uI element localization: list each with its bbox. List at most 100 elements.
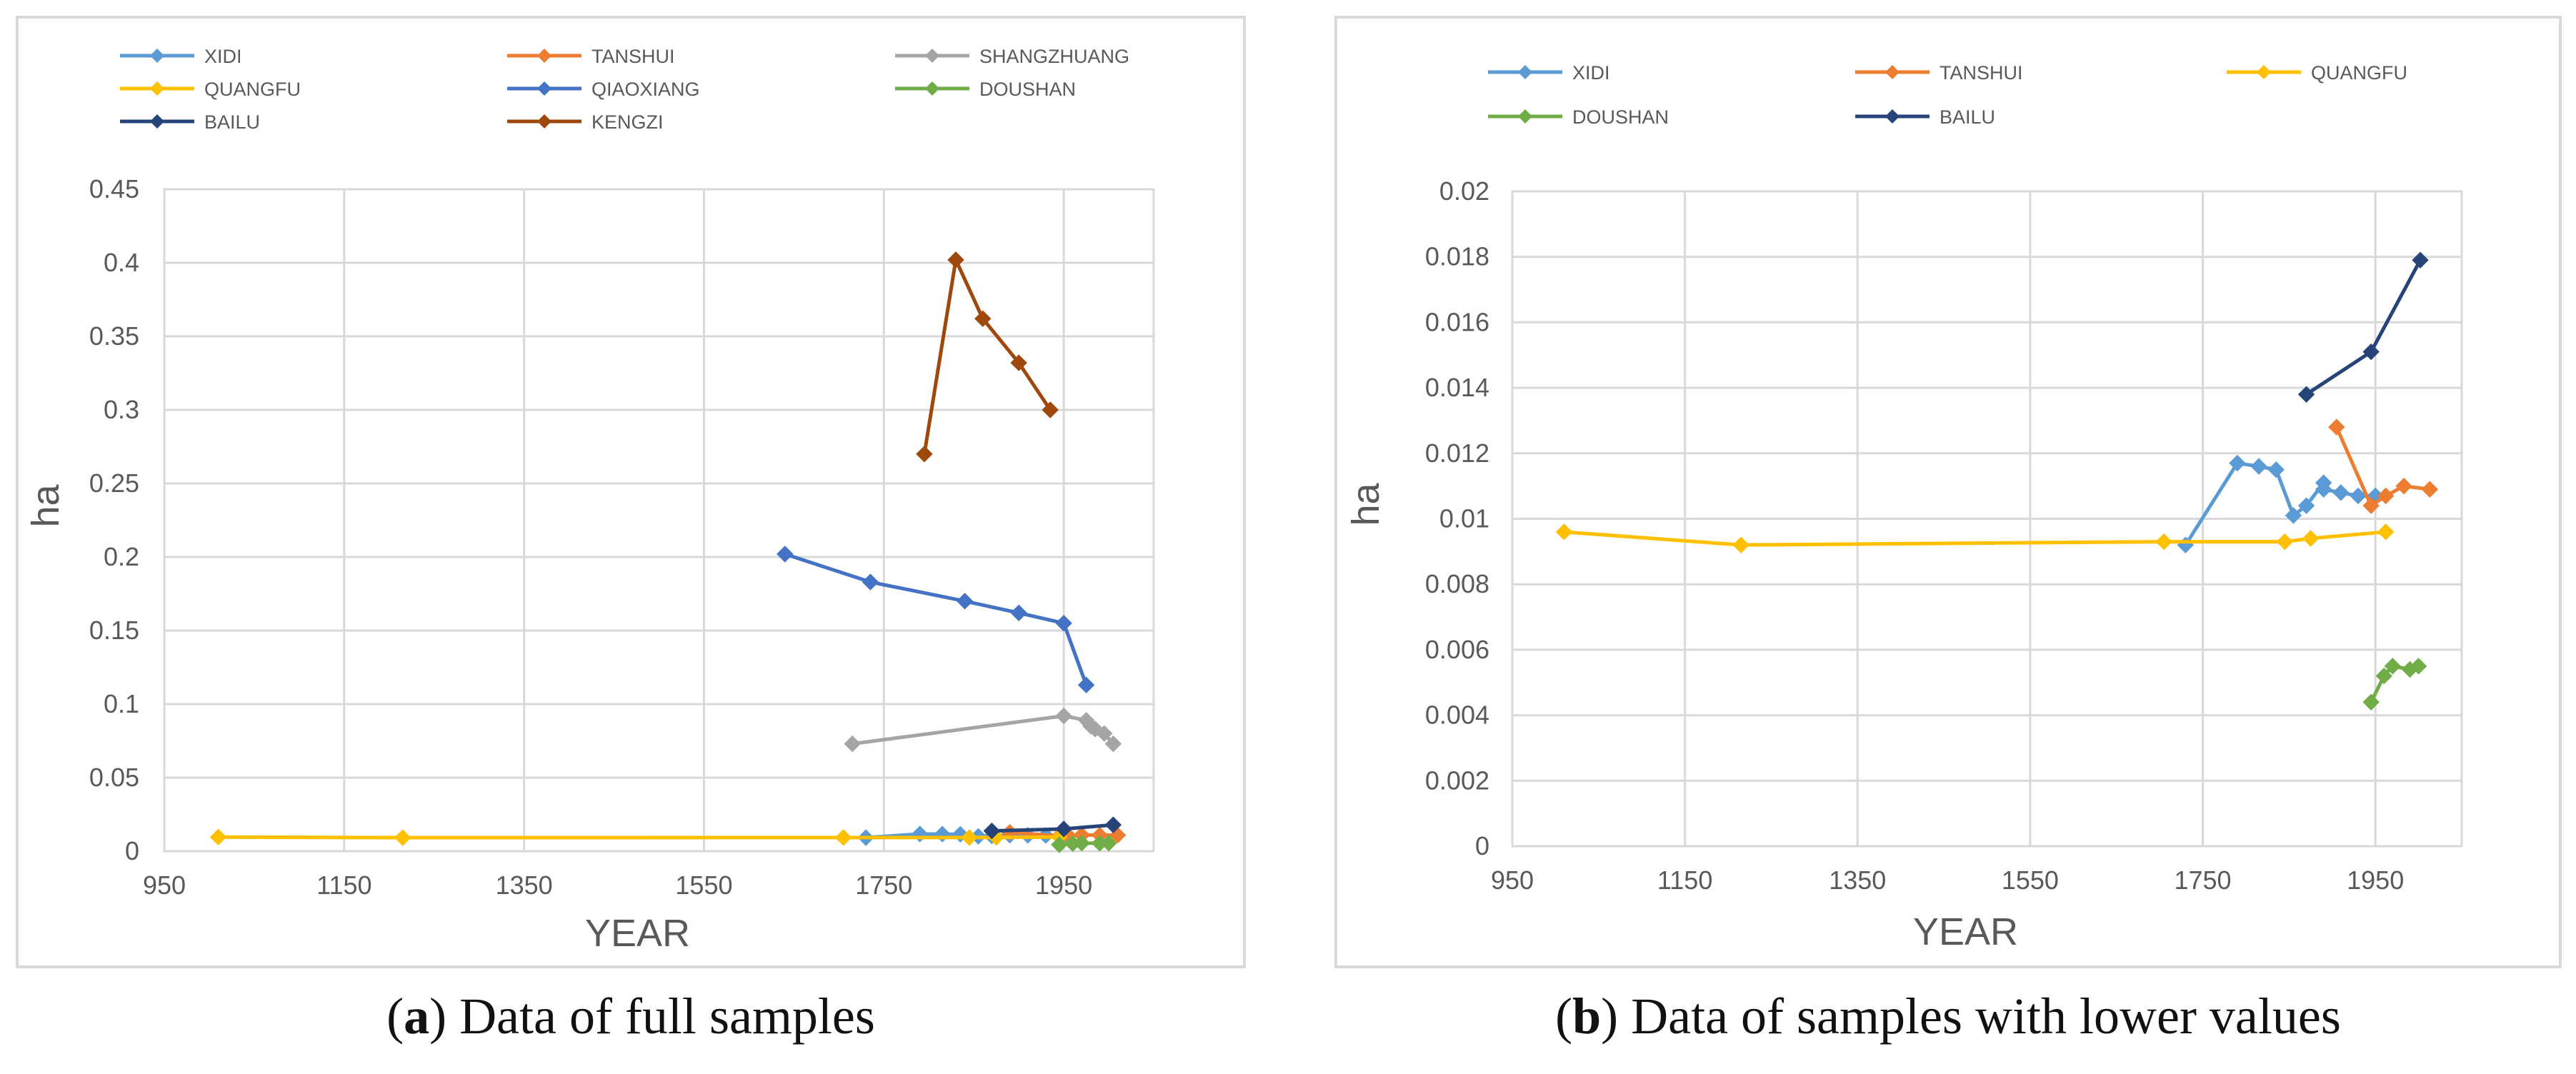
legend-swatch-marker — [1885, 65, 1899, 79]
plot-area — [163, 188, 1155, 853]
data-point-quangfu — [2377, 523, 2395, 541]
x-axis-title: YEAR — [1913, 910, 2018, 953]
data-point-xidi — [2332, 484, 2350, 501]
data-point-kengzi — [947, 251, 964, 268]
legend-label-xidi: XIDI — [204, 46, 242, 67]
data-point-quangfu — [1732, 536, 1749, 553]
legend-swatch-marker — [537, 81, 551, 96]
y-tick-label: 0 — [1475, 831, 1489, 860]
y-tick-label: 0.45 — [89, 174, 139, 204]
y-tick-label: 0.002 — [1425, 766, 1489, 795]
y-tick-label: 0.05 — [89, 763, 139, 792]
data-point-quangfu — [209, 828, 227, 845]
data-point-doushan — [2384, 658, 2402, 675]
data-point-bailu — [1104, 816, 1122, 833]
x-tick-label: 1150 — [316, 870, 371, 900]
data-point-qiaoxiang — [777, 546, 794, 563]
legend: XIDI TANSHUI QUANGFU DOUSHAN BAILU — [1488, 62, 2407, 128]
x-tick-label: 1350 — [496, 870, 553, 900]
y-tick-label: 0.004 — [1425, 701, 1489, 730]
data-point-xidi — [2250, 458, 2267, 475]
chart-b: 0 0.002 0.004 0.006 0.008 0.01 0.012 0.014 0.016… — [1344, 62, 2463, 953]
data-point-quangfu — [2155, 533, 2172, 551]
data-point-kengzi — [974, 310, 992, 327]
chart-panel-a — [16, 16, 1246, 968]
x-tick-label: 1750 — [2174, 865, 2231, 895]
caption-a: (a) Data of full samples — [386, 988, 875, 1045]
series-line-shangzhuang — [852, 713, 1115, 746]
legend-label-quangfu: QUANGFU — [2311, 62, 2407, 84]
y-tick-label: 0.012 — [1425, 438, 1489, 468]
y-tick-label: 0.008 — [1425, 569, 1489, 598]
data-point-tanshui — [2395, 477, 2412, 495]
x-tick-label: 950 — [143, 870, 186, 900]
caption-a-text: Data of full samples — [459, 988, 875, 1045]
legend-swatch-marker — [1885, 109, 1899, 124]
data-point-tanshui — [2328, 418, 2345, 436]
x-tick-label: 1750 — [855, 870, 912, 900]
series-line-qiaoxiang — [784, 552, 1088, 686]
legend-label-bailu: BAILU — [1940, 106, 1995, 128]
x-tick-label: 1550 — [675, 870, 732, 900]
series-line-quangfu — [1564, 530, 2386, 547]
y-tick-label: 0.1 — [104, 689, 139, 718]
y-tick-label: 0.2 — [104, 542, 139, 571]
legend-label-doushan: DOUSHAN — [1572, 106, 1669, 128]
data-point-doushan — [2375, 667, 2392, 685]
caption-b-letter: b — [1572, 988, 1602, 1045]
data-point-kengzi — [1042, 401, 1059, 418]
y-tick-label: 0.01 — [1439, 504, 1489, 533]
data-point-qiaoxiang — [1055, 614, 1072, 632]
data-point-qiaoxiang — [956, 593, 974, 610]
legend-label-tanshui: TANSHUI — [1940, 62, 2023, 84]
y-axis-title: ha — [24, 484, 67, 528]
legend-label-kengzi: KENGZI — [591, 111, 664, 133]
y-tick-label: 0.35 — [89, 321, 139, 351]
x-tick-label: 1950 — [1035, 870, 1092, 900]
data-point-qiaoxiang — [1077, 676, 1095, 693]
legend-label-tanshui: TANSHUI — [591, 46, 675, 67]
data-point-quangfu — [2276, 533, 2294, 551]
x-tick-label: 1950 — [2347, 865, 2404, 895]
legend-label-doushan: DOUSHAN — [979, 79, 1076, 100]
x-axis-title: YEAR — [585, 912, 690, 955]
data-point-xidi — [2285, 507, 2302, 524]
legend-swatch-marker — [1518, 109, 1532, 124]
y-tick-label: 0.006 — [1425, 635, 1489, 664]
x-tick-label: 950 — [1491, 865, 1534, 895]
data-point-quangfu — [394, 829, 411, 846]
legend-swatch-marker — [2257, 65, 2271, 79]
data-point-xidi — [2297, 497, 2315, 514]
y-tick-label: 0.4 — [104, 248, 139, 277]
data-point-xidi — [911, 825, 929, 843]
data-point-shangzhuang — [844, 735, 861, 753]
data-point-shangzhuang — [1055, 707, 1072, 725]
x-tick-label: 1350 — [1829, 865, 1886, 895]
series-line-bailu — [2305, 259, 2422, 396]
y-axis-title: ha — [1344, 483, 1387, 526]
legend-label-bailu: BAILU — [204, 111, 260, 133]
data-point-quangfu — [834, 829, 852, 846]
data-point-quangfu — [2302, 530, 2320, 547]
legend-swatch-marker — [1518, 65, 1532, 79]
y-tick-label: 0.15 — [89, 616, 139, 645]
data-point-doushan — [2410, 658, 2427, 675]
data-point-doushan — [1051, 836, 1068, 853]
legend-swatch-marker — [150, 114, 164, 129]
caption-b: (b) Data of samples with lower values — [1555, 988, 2341, 1045]
series-group — [1555, 251, 2439, 711]
data-point-bailu — [2297, 386, 2315, 403]
series-line-xidi — [2184, 461, 2376, 546]
legend-label-qiaoxiang: QIAOXIANG — [591, 79, 700, 100]
legend-swatch-marker — [537, 49, 551, 63]
y-tick-label: 0.016 — [1425, 307, 1489, 336]
data-point-doushan — [1100, 834, 1117, 852]
legend-swatch-marker — [925, 81, 939, 96]
data-point-xidi — [2229, 454, 2246, 472]
data-point-bailu — [983, 822, 1001, 840]
y-tick-label: 0.014 — [1425, 373, 1489, 402]
x-tick-label: 1150 — [1657, 865, 1712, 895]
data-point-qiaoxiang — [862, 573, 879, 591]
data-point-qiaoxiang — [1010, 604, 1027, 621]
